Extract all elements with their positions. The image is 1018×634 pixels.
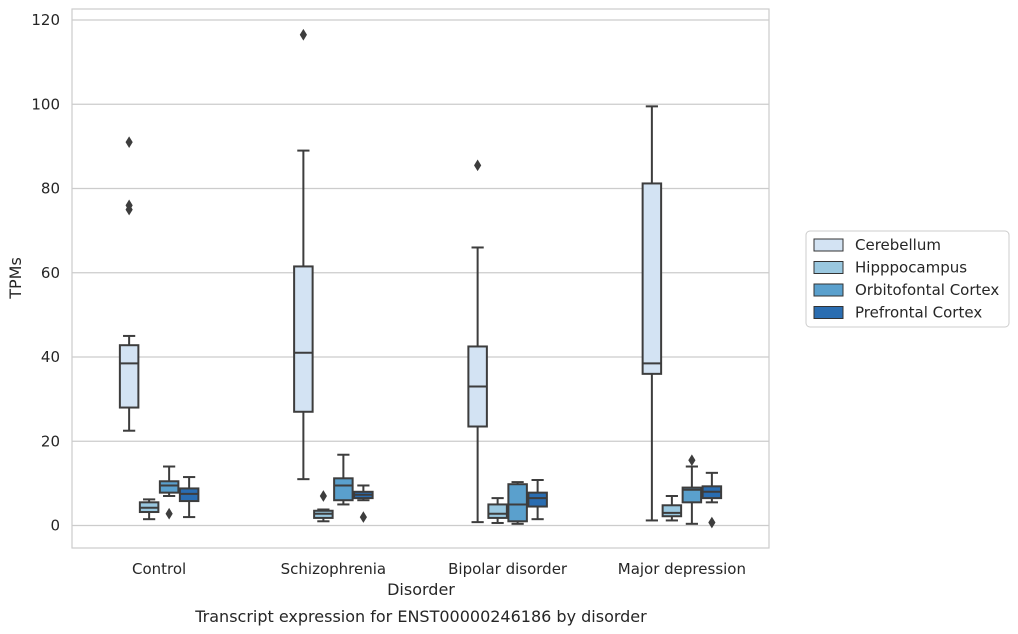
box-iqr xyxy=(118,344,140,409)
box-cerebellum xyxy=(467,159,488,524)
legend-label: Cerebellum xyxy=(855,236,941,254)
box-groups xyxy=(118,28,723,529)
y-tick-label: 80 xyxy=(41,180,60,198)
box-iqr xyxy=(487,503,508,519)
outlier-point xyxy=(125,199,133,212)
box-iqr xyxy=(681,486,703,504)
y-tick-labels: 0 20 40 60 80 100 120 xyxy=(31,11,60,535)
box-orbitofontal-cortex xyxy=(158,465,180,520)
outlier-point xyxy=(299,28,307,41)
y-tick-label: 20 xyxy=(41,432,60,450)
legend-swatch xyxy=(813,283,844,297)
grid-lines xyxy=(72,19,769,527)
y-tick-label: 40 xyxy=(41,348,60,366)
outlier-point xyxy=(359,511,367,523)
box-hipppocampus xyxy=(138,498,160,521)
x-tick-label: Control xyxy=(132,560,186,578)
box-hipppocampus xyxy=(487,497,508,524)
box-iqr xyxy=(641,182,663,375)
chart-caption: Transcript expression for ENST0000024618… xyxy=(194,607,647,626)
x-axis-label: Disorder xyxy=(387,580,455,599)
y-tick-label: 60 xyxy=(41,264,60,282)
box-orbitofontal-cortex xyxy=(507,481,528,525)
x-tick-labels: Control Schizophrenia Bipolar disorder Majo… xyxy=(132,560,746,578)
box-iqr xyxy=(661,504,683,518)
box-cerebellum xyxy=(641,105,663,522)
plot-frame xyxy=(71,8,770,549)
legend-label: Hipppocampus xyxy=(855,259,967,277)
legend-label: Orbitofontal Cortex xyxy=(855,281,999,299)
legend-label: Prefrontal Cortex xyxy=(855,304,982,322)
box-orbitofontal-cortex xyxy=(681,454,703,525)
outlier-point xyxy=(319,490,327,502)
x-tick-label: Major depression xyxy=(618,560,746,578)
x-tick-label: Schizophrenia xyxy=(281,560,386,578)
outlier-point xyxy=(165,507,173,520)
outlier-point xyxy=(708,516,716,529)
box-prefrontal-cortex xyxy=(527,479,548,521)
box-prefrontal-cortex xyxy=(701,471,723,529)
box-iqr xyxy=(158,480,180,494)
box-iqr xyxy=(527,491,548,508)
legend-swatch xyxy=(813,261,844,274)
box-cerebellum xyxy=(293,28,314,481)
box-iqr xyxy=(293,265,314,413)
box-hipppocampus xyxy=(661,495,683,522)
box-orbitofontal-cortex xyxy=(333,453,354,506)
outlier-point xyxy=(474,159,482,172)
legend-frame xyxy=(805,230,1010,328)
box-hipppocampus xyxy=(313,490,334,523)
outlier-point xyxy=(125,136,133,149)
legend-swatch xyxy=(813,238,844,252)
box-iqr xyxy=(333,477,354,502)
x-tick-label: Bipolar disorder xyxy=(448,560,568,578)
y-tick-label: 120 xyxy=(31,11,60,29)
y-tick-label: 0 xyxy=(50,517,60,535)
y-axis-label: TPMs xyxy=(6,257,25,300)
legend-swatch xyxy=(813,306,844,319)
box-cerebellum xyxy=(118,136,140,432)
box-iqr xyxy=(507,483,528,523)
outlier-point xyxy=(688,454,696,467)
y-tick-label: 100 xyxy=(31,95,60,113)
legend: Cerebellum Hipppocampus Orbitofontal Corte… xyxy=(805,230,1010,328)
box-prefrontal-cortex xyxy=(353,484,374,523)
box-prefrontal-cortex xyxy=(178,476,200,519)
